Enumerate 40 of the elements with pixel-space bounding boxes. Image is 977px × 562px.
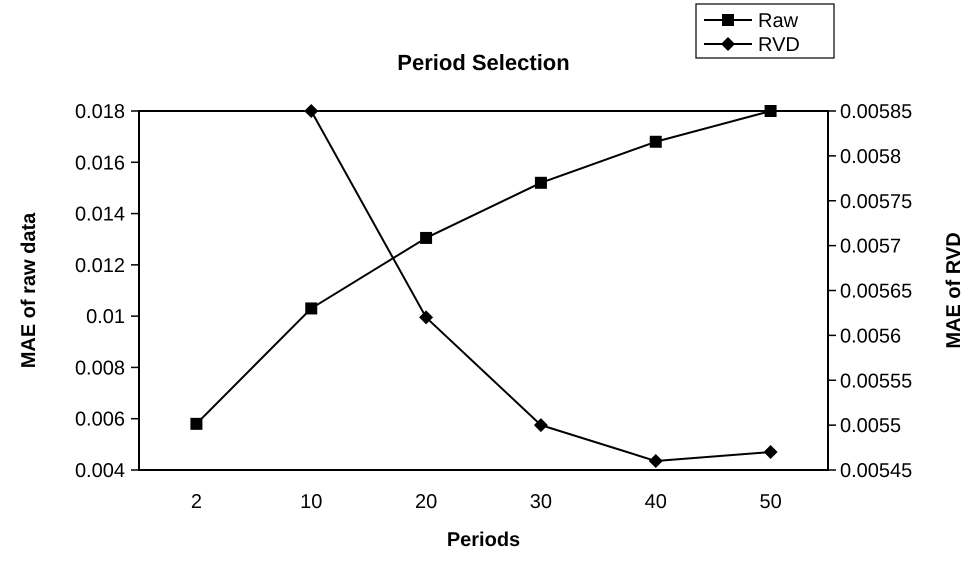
point [534,176,547,189]
y-tick-label: 0.014 [74,204,125,226]
y2-tick-label: 0.00555 [840,370,912,392]
y2-tick-label: 0.00565 [840,280,912,302]
x-tick-label: 2 [190,491,202,513]
y-tick-label: 0.016 [74,152,125,174]
y-tick-label: 0.008 [74,357,125,380]
chart-title: Period Selection [397,50,570,75]
y-tick-label: 0.004 [74,460,125,482]
point [305,302,318,314]
x-tick-label: 10 [300,491,322,513]
legend-label: Raw [758,10,799,32]
y2-tick-label: 0.00575 [840,190,912,213]
point [419,310,434,324]
point [764,445,778,460]
y-tick-label: 0.01 [86,306,125,328]
y-tick-label: 0.012 [74,254,125,277]
y2-tick-label: 0.0057 [840,236,902,258]
y2-tick-label: 0.00585 [840,101,912,123]
y-axis-title: MAE of raw data [18,212,40,368]
y2-tick-label: 0.00545 [840,460,912,482]
y2-tick-label: 0.0055 [840,415,902,438]
x-tick-label: 30 [530,491,552,513]
y2-tick-label: 0.0058 [840,146,902,168]
point [650,136,662,148]
x-tick-label: 20 [414,491,438,513]
point [420,232,432,244]
y-tick-label: 0.006 [74,408,125,431]
point [534,418,548,432]
point [304,104,318,118]
point [648,454,663,468]
x-tick-label: 40 [644,491,667,513]
point [190,418,202,430]
y2-tick-label: 0.0056 [840,325,902,348]
legend-label: RVD [758,34,800,56]
x-tick-label: 50 [759,491,782,513]
point [764,105,777,117]
y2-axis-title: MAE of RVD [943,232,965,349]
x-axis-title: Periods [446,529,520,551]
y-tick-label: 0.018 [74,101,125,123]
